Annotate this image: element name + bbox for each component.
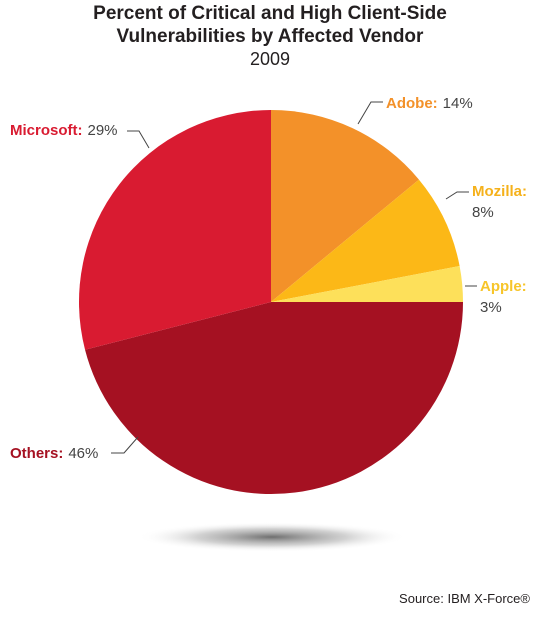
pie-slice-microsoft: [78, 110, 271, 350]
chart-title-line-1: Percent of Critical and High Client-Side: [93, 3, 447, 24]
slice-label-name: Mozilla:: [472, 183, 527, 200]
slice-label: Others: 46%: [10, 445, 98, 462]
slice-label: Apple: 3%: [480, 278, 527, 316]
slice-label: Microsoft: 29%: [10, 122, 118, 139]
slice-labels: Adobe: 14% Mozilla: 8% Apple: 3% Others: 46% Mic…: [10, 95, 527, 462]
slice-label-percent: 46%: [68, 445, 98, 462]
slice-label-name: Apple:: [480, 278, 527, 295]
leader-line: [127, 130, 150, 149]
pie-slice-mozilla: [271, 179, 460, 302]
pie-slice-others: [85, 302, 463, 495]
chart-subtitle: 2009: [249, 49, 291, 69]
pie-shadow: [137, 522, 407, 552]
leader-line: [111, 436, 139, 454]
leader-lines: [111, 101, 477, 454]
slice-label-percent: 14%: [443, 95, 473, 112]
slice-label-percent: 29%: [88, 122, 118, 139]
slice-label-name: Microsoft:: [10, 122, 83, 139]
chart-title-line-2: Vulnerabilities by Affected Vendor: [116, 26, 424, 47]
slice-label-name: Adobe:: [386, 95, 438, 112]
slice-label-percent: 8%: [472, 204, 494, 221]
leader-line: [357, 101, 383, 125]
slice-label-percent: 3%: [480, 299, 502, 316]
pie-slices: [78, 110, 463, 495]
chart-title: Percent of Critical and High Client-Side…: [0, 2, 540, 48]
pie-slice-adobe: [271, 110, 419, 302]
pie-slice-apple: [271, 266, 463, 302]
slice-label: Mozilla: 8%: [472, 183, 527, 221]
source-note: Source: IBM X-Force®: [399, 591, 530, 606]
slice-label-name: Others:: [10, 445, 63, 462]
leader-line: [445, 191, 469, 200]
slice-label: Adobe: 14%: [386, 95, 473, 112]
